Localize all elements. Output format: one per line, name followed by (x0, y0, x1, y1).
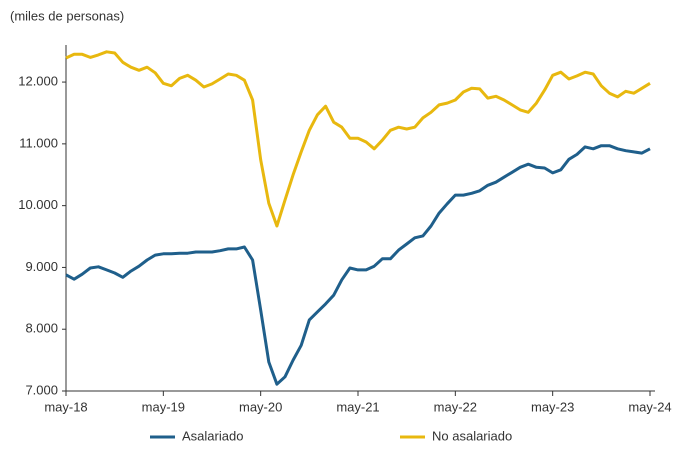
x-tick-label: may-24 (628, 399, 671, 414)
y-tick-label: 12.000 (18, 74, 58, 89)
x-tick-label: may-18 (44, 399, 87, 414)
y-unit-label: (miles de personas) (10, 8, 124, 23)
x-tick-label: may-22 (434, 399, 477, 414)
line-series (65, 144, 651, 386)
x-tick-label: may-21 (336, 399, 379, 414)
y-tick-label: 8.000 (25, 321, 58, 336)
legend-label: Asalariado (182, 428, 243, 443)
legend-label: No asalariado (432, 428, 512, 443)
y-tick-label: 7.000 (25, 382, 58, 397)
line-series (65, 50, 651, 228)
x-tick-label: may-20 (239, 399, 282, 414)
y-tick-label: 11.000 (19, 135, 58, 150)
x-tick-label: may-23 (531, 399, 574, 414)
x-tick-label: may-19 (142, 399, 185, 414)
y-tick-label: 9.000 (25, 259, 58, 274)
y-tick-label: 10.000 (18, 197, 58, 212)
